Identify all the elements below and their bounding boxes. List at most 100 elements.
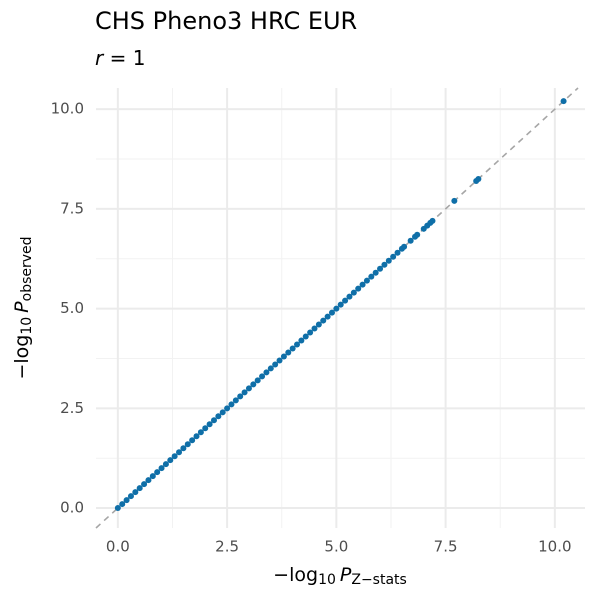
- x-title-base: 10: [318, 572, 336, 588]
- point: [363, 277, 370, 284]
- x-tick-label: 2.5: [215, 538, 239, 556]
- point: [237, 393, 244, 400]
- point: [210, 417, 217, 424]
- point: [359, 281, 366, 288]
- point: [184, 441, 191, 448]
- point: [202, 425, 209, 432]
- point: [342, 297, 349, 304]
- point: [119, 501, 126, 508]
- point: [385, 257, 392, 264]
- x-title-var: P: [340, 564, 352, 586]
- x-tick-label: 0.0: [106, 538, 130, 556]
- point: [254, 377, 261, 384]
- point: [162, 461, 169, 468]
- point: [350, 289, 357, 296]
- point: [355, 285, 362, 292]
- point: [267, 365, 274, 372]
- point: [280, 353, 287, 360]
- point: [337, 301, 344, 308]
- point: [259, 373, 266, 380]
- point: [167, 457, 174, 464]
- point: [141, 481, 148, 488]
- point: [311, 325, 318, 332]
- point: [333, 305, 340, 312]
- point: [132, 489, 139, 496]
- y-tick-label: 2.5: [60, 399, 84, 417]
- x-tick-label: 5.0: [324, 538, 348, 556]
- y-title-log: log: [11, 335, 33, 364]
- point: [123, 497, 130, 504]
- point: [394, 249, 401, 256]
- point: [407, 237, 414, 244]
- point: [176, 449, 183, 456]
- point: [414, 231, 421, 238]
- y-tick-label: 7.5: [60, 199, 84, 217]
- point: [315, 321, 322, 328]
- reference-line: [95, 87, 579, 529]
- point: [377, 265, 384, 272]
- point: [289, 345, 296, 352]
- y-axis-title: −log10 Pobserved: [11, 236, 36, 379]
- point: [276, 357, 283, 364]
- point: [390, 253, 397, 260]
- point: [206, 421, 213, 428]
- point: [127, 493, 134, 500]
- subtitle-var: r: [95, 46, 105, 70]
- x-title-sign: −: [273, 564, 289, 586]
- point: [145, 477, 152, 484]
- subtitle-text: = 1: [103, 46, 145, 70]
- point: [401, 243, 408, 250]
- point: [250, 381, 257, 388]
- x-title-log: log: [289, 564, 318, 586]
- point: [294, 341, 301, 348]
- chart-subtitle: r = 1: [95, 46, 145, 70]
- point: [158, 465, 165, 472]
- point: [136, 485, 143, 492]
- point: [451, 197, 458, 204]
- point: [320, 317, 327, 324]
- point: [114, 505, 121, 512]
- point: [263, 369, 270, 376]
- point: [307, 329, 314, 336]
- point: [215, 413, 222, 420]
- point: [381, 261, 388, 268]
- point: [368, 273, 375, 280]
- point: [560, 98, 567, 105]
- point: [328, 309, 335, 316]
- point: [154, 469, 161, 476]
- point: [272, 361, 279, 368]
- point: [171, 453, 178, 460]
- y-tick-label: 10.0: [51, 100, 84, 118]
- point: [324, 313, 331, 320]
- x-axis-title: −log10 PZ−stats: [273, 564, 407, 589]
- x-title-sub: Z−stats: [351, 572, 406, 588]
- point: [429, 217, 436, 224]
- point: [189, 437, 196, 444]
- point: [346, 293, 353, 300]
- y-title-base: 10: [19, 317, 35, 335]
- point: [298, 337, 305, 344]
- y-title-sign: −: [11, 364, 33, 380]
- y-title-var: P: [11, 301, 33, 313]
- point: [241, 389, 248, 396]
- point: [232, 397, 239, 404]
- point: [193, 433, 200, 440]
- point: [285, 349, 292, 356]
- y-tick-label: 5.0: [60, 299, 84, 317]
- point: [224, 405, 231, 412]
- point: [475, 175, 482, 182]
- point: [197, 429, 204, 436]
- y-tick-label: 0.0: [60, 499, 84, 517]
- chart-title: CHS Pheno3 HRC EUR: [95, 7, 357, 35]
- x-tick-label: 10.0: [538, 538, 571, 556]
- point: [228, 401, 235, 408]
- point: [372, 269, 379, 276]
- point: [245, 385, 252, 392]
- y-title-sub: observed: [19, 236, 35, 301]
- point: [149, 473, 156, 480]
- x-tick-label: 7.5: [434, 538, 458, 556]
- point: [219, 409, 226, 416]
- point: [180, 445, 187, 452]
- point: [302, 333, 309, 340]
